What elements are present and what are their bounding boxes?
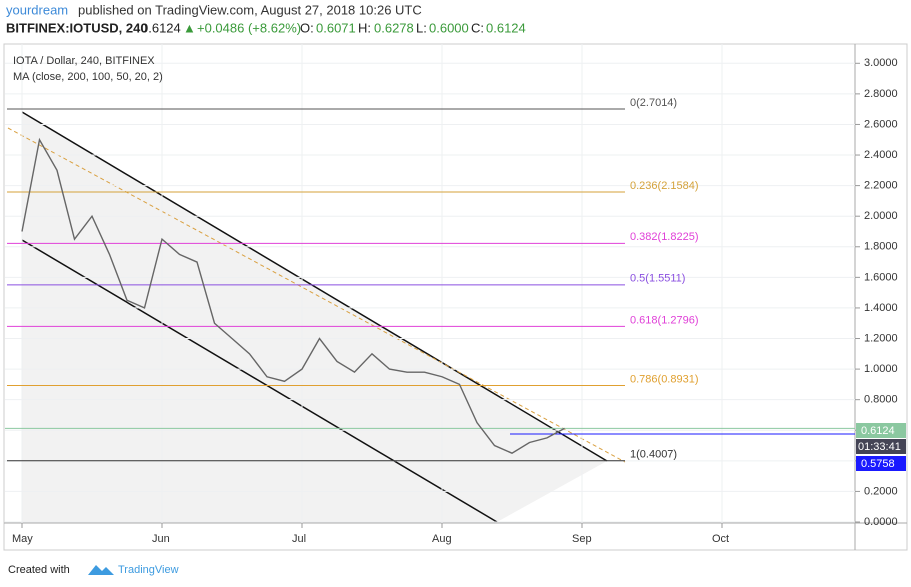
x-tick-label: Jun <box>152 533 170 545</box>
y-tick-label: 2.4000 <box>864 149 898 161</box>
y-tick-label: 1.8000 <box>864 241 898 253</box>
fib-label: 1(0.4007) <box>630 449 677 461</box>
symbol: BITFINEX:IOTUSD, 240 <box>6 20 148 35</box>
chart-frame <box>3 43 908 551</box>
created-with: Created with <box>8 564 70 576</box>
fib-label: 0.786(0.8931) <box>630 373 699 385</box>
x-tick-label: Oct <box>712 533 729 545</box>
l-value: 0.6000 <box>429 20 469 35</box>
price-tag-label: 0.6124 <box>861 425 895 437</box>
arrow: ▲ <box>183 20 196 35</box>
o-value: 0.6071 <box>316 20 356 35</box>
l-label: L: <box>416 20 427 35</box>
median-line <box>7 127 626 463</box>
y-tick-label: 2.0000 <box>864 210 898 222</box>
y-tick-label: 3.0000 <box>864 57 898 69</box>
channel-top <box>21 111 608 462</box>
y-tick-label: 2.2000 <box>864 180 898 192</box>
h-label: H: <box>358 20 371 35</box>
fib-label: 0.618(1.2796) <box>630 314 699 326</box>
chart-title: IOTA / Dollar, 240, BITFINEX <box>13 55 155 67</box>
price-tag <box>856 423 906 438</box>
last: 0.6124 <box>141 20 181 35</box>
fib-label: 0.5(1.5511) <box>630 273 685 285</box>
x-tick-label: Aug <box>432 533 452 545</box>
y-tick-label: 0.8000 <box>864 394 898 406</box>
fib-label: 0.236(2.1584) <box>630 180 699 192</box>
alert-tag <box>856 456 906 471</box>
x-tick-label: Jul <box>292 533 306 545</box>
countdown-label: 01:33:41 <box>858 441 901 453</box>
y-tick-label: 1.2000 <box>864 332 898 344</box>
y-tick-label: 2.6000 <box>864 118 898 130</box>
countdown-tag <box>856 439 906 454</box>
h-value: 0.6278 <box>374 20 414 35</box>
published: published on TradingView.com, August 27,… <box>78 2 422 17</box>
y-tick-label: 0.2000 <box>864 485 898 497</box>
y-tick-label: 0.0000 <box>864 516 898 528</box>
plot: 0.00000.20000.40000.60000.80001.00001.20… <box>5 44 906 545</box>
chart-subtitle: MA (close, 200, 100, 50, 20, 2) <box>13 71 163 83</box>
x-tick-label: May <box>12 533 33 545</box>
author[interactable]: yourdream <box>6 2 68 17</box>
channel-bottom <box>21 239 498 523</box>
y-tick-label: 2.8000 <box>864 88 898 100</box>
fib-label: 0(2.7014) <box>630 97 677 109</box>
logo <box>88 565 114 575</box>
y-tick-label: 1.0000 <box>864 363 898 375</box>
o-label: O: <box>300 20 314 35</box>
c-value: 0.6124 <box>486 20 526 35</box>
brand[interactable]: TradingView <box>118 564 179 576</box>
alert-tag-label: 0.5758 <box>861 458 895 470</box>
y-tick-label: 1.6000 <box>864 271 898 283</box>
c-label: C: <box>471 20 484 35</box>
change: +0.0486 (+8.62%) <box>197 20 301 35</box>
fib-label: 0.382(1.8225) <box>630 231 699 243</box>
price-series <box>21 137 565 454</box>
x-tick-label: Sep <box>572 533 592 545</box>
y-tick-label: 1.4000 <box>864 302 898 314</box>
